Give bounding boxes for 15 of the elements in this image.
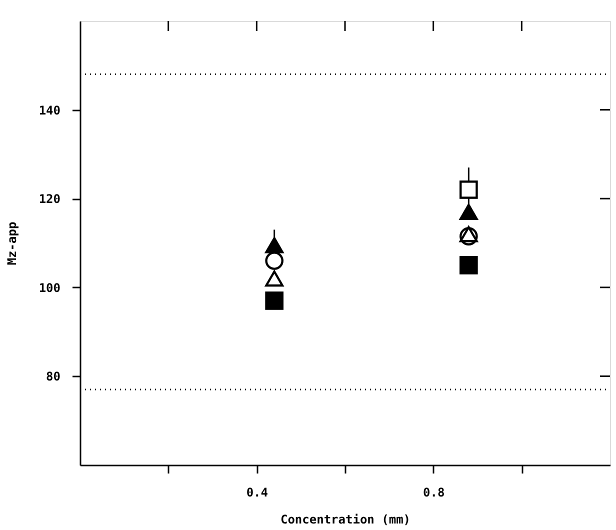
point [265,292,284,310]
point [265,252,284,270]
point [265,270,284,287]
x-tick-label: 0.8 [422,486,445,500]
x-tick-label: 0.4 [246,486,268,500]
y-tick-label: 80 [46,370,60,384]
y-tick-label: 120 [38,192,60,206]
y-tick-label: 140 [38,103,60,118]
point [460,180,478,199]
x-axis-title: Concentration (mm) [280,512,411,526]
y-tick-label: 100 [38,280,60,295]
point [460,204,478,220]
point [460,256,478,274]
y-axis-title: Mz-app [4,222,19,266]
point [265,237,284,254]
